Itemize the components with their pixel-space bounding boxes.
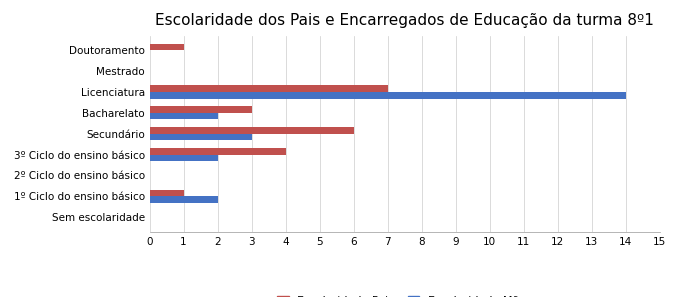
Bar [150,134,252,140]
Legend: Escolaridade Pais, Escolaridade Mães: Escolaridade Pais, Escolaridade Mães [275,293,534,297]
Title: Escolaridade dos Pais e Encarregados de Educação da turma 8º1: Escolaridade dos Pais e Encarregados de … [155,12,654,28]
Bar [150,148,286,154]
Bar [150,196,218,203]
Bar [150,85,388,92]
Bar [150,92,626,99]
Bar [150,154,218,161]
Bar [150,127,354,134]
Bar [150,44,184,50]
Bar [150,189,184,196]
Bar [150,106,252,113]
Bar [150,113,218,119]
